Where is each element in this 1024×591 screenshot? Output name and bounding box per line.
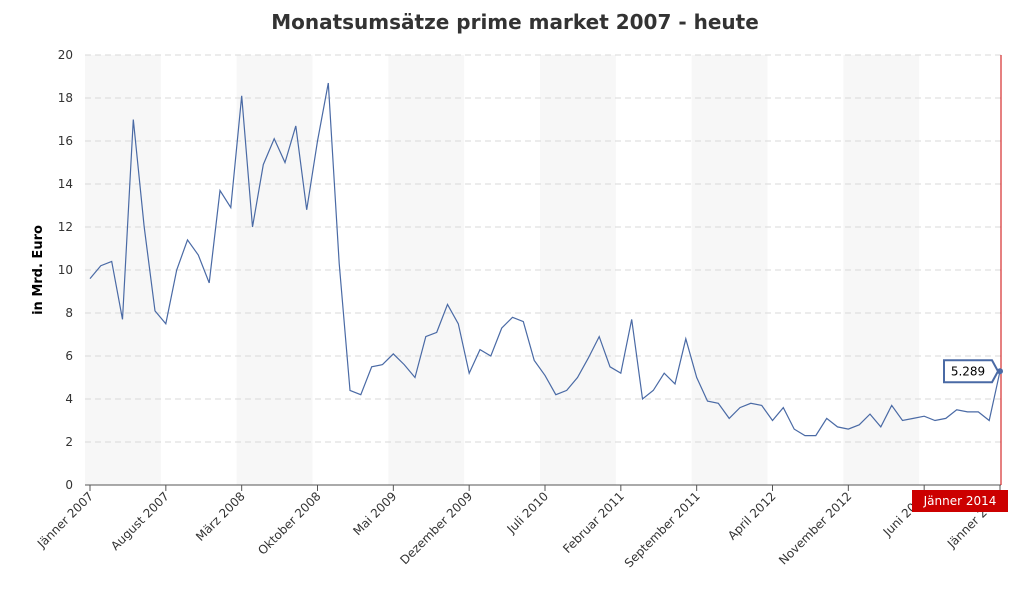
x-tick-label: Mai 2009	[350, 489, 399, 538]
x-tick-label: Dezember 2009	[397, 489, 475, 567]
y-tick-label: 10	[58, 263, 73, 277]
x-tick-label: Juli 2010	[504, 489, 551, 536]
y-tick-label: 2	[65, 435, 73, 449]
y-tick-label: 16	[58, 134, 73, 148]
y-tick-label: 14	[58, 177, 73, 191]
point-marker	[997, 368, 1003, 375]
y-tick-label: 20	[58, 48, 73, 62]
chart-title: Monatsumsätze prime market 2007 - heute	[271, 10, 759, 34]
y-tick-label: 6	[65, 349, 73, 363]
x-tick-label: April 2012	[725, 489, 779, 543]
y-tick-label: 12	[58, 220, 73, 234]
x-tick-label: Jänner 2007	[34, 489, 96, 551]
crosshair-label-box	[912, 490, 1008, 512]
y-axis-title: in Mrd. Euro	[31, 225, 46, 315]
x-tick-label: September 2011	[622, 489, 703, 570]
y-tick-label: 4	[65, 392, 73, 406]
y-tick-label: 0	[65, 478, 73, 492]
x-tick-label: Februar 2011	[560, 489, 627, 556]
crosshair-label: Jänner 2014	[923, 494, 997, 508]
tooltip-value: 5.289	[951, 364, 985, 378]
y-tick-label: 8	[65, 306, 73, 320]
data-line	[89, 82, 1001, 437]
y-tick-label: 18	[58, 91, 73, 105]
x-tick-label: August 2007	[108, 489, 172, 553]
x-tick-label: November 2012	[776, 489, 854, 567]
tooltip-box	[943, 359, 1000, 384]
x-tick-label: März 2008	[193, 489, 248, 544]
x-tick-label: Oktober 2008	[255, 489, 323, 557]
